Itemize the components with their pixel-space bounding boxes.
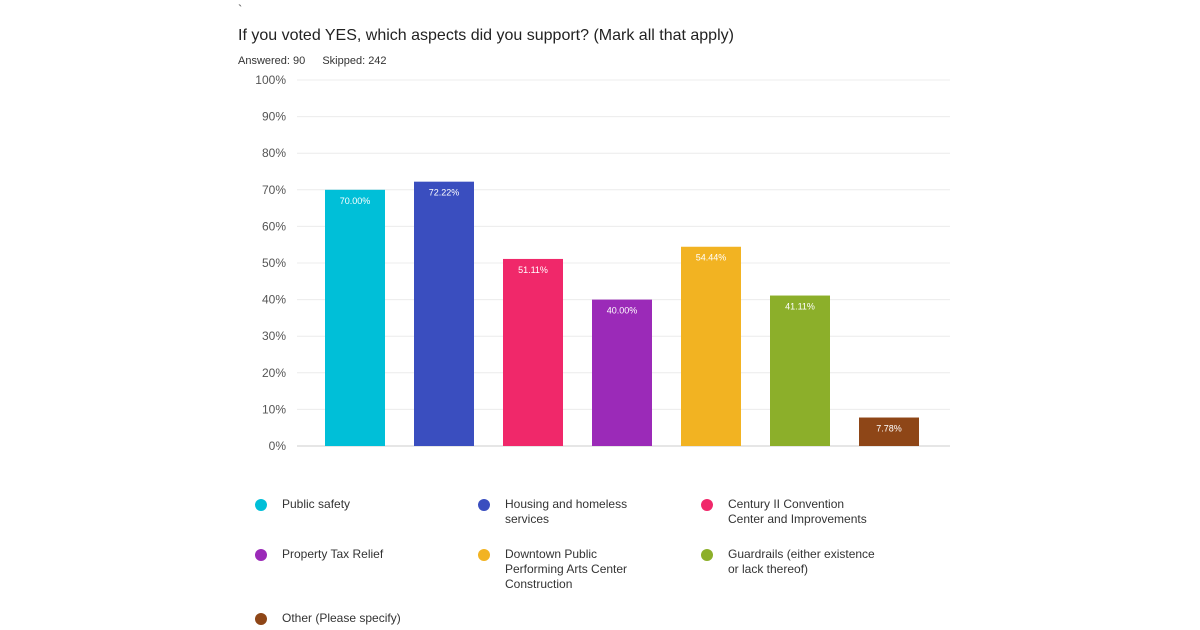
legend-item: Century II Convention Center and Improve… <box>701 497 908 527</box>
answered-count: Answered: 90 <box>238 55 306 67</box>
y-tick-label: 0% <box>269 439 287 453</box>
legend-item: Downtown Public Performing Arts Center C… <box>478 547 685 592</box>
bar-value-label: 40.00% <box>607 306 638 316</box>
legend-item: Guardrails (either existence or lack the… <box>701 547 908 577</box>
y-tick-label: 10% <box>262 402 286 416</box>
legend-swatch <box>255 613 267 625</box>
bar-value-label: 51.11% <box>518 265 548 275</box>
y-tick-label: 40% <box>262 293 286 307</box>
legend-item: Housing and homeless services <box>478 497 685 527</box>
legend-swatch <box>478 499 490 511</box>
legend-swatch <box>255 549 267 561</box>
y-tick-label: 30% <box>262 329 286 343</box>
legend-swatch <box>255 499 267 511</box>
y-tick-label: 80% <box>262 146 286 160</box>
y-tick-label: 60% <box>262 219 286 233</box>
legend-swatch <box>478 549 490 561</box>
legend-label: Housing and homeless services <box>505 497 628 526</box>
bar-value-label: 7.78% <box>876 424 902 434</box>
legend-label: Century II Convention Center and Improve… <box>728 497 867 526</box>
bar[interactable] <box>503 258 563 446</box>
bar[interactable] <box>414 181 474 446</box>
legend-item: Public safety <box>255 497 462 512</box>
question-title: If you voted YES, which aspects did you … <box>238 27 734 44</box>
legend-label: Guardrails (either existence or lack the… <box>728 547 875 576</box>
legend-swatch <box>701 549 713 561</box>
y-tick-label: 50% <box>262 256 286 270</box>
response-stats: Answered: 90 Skipped: 242 <box>238 55 401 67</box>
skipped-count: Skipped: 242 <box>322 55 387 67</box>
legend-label: Other (Please specify) <box>282 611 401 625</box>
bar-value-label: 41.11% <box>785 302 815 312</box>
bar-value-label: 70.00% <box>340 196 371 206</box>
y-tick-label: 20% <box>262 366 286 380</box>
legend-label: Property Tax Relief <box>282 547 384 561</box>
bar-chart: 0% 10% 20% 30% 40% 50% 60% 70% 80% 90% 100% 70.00% 7… <box>255 73 950 453</box>
bar-value-label: 72.22% <box>429 188 460 198</box>
bar[interactable] <box>325 189 385 447</box>
bar[interactable] <box>592 299 652 446</box>
legend-item: Other (Please specify) <box>255 611 462 626</box>
bar-value-label: 54.44% <box>696 253 727 263</box>
y-tick-label: 70% <box>262 183 286 197</box>
bar[interactable] <box>681 246 741 446</box>
legend-label: Downtown Public Performing Arts Center C… <box>505 547 628 591</box>
bar[interactable] <box>859 417 919 446</box>
legend-swatch <box>701 499 713 511</box>
bar[interactable] <box>770 295 830 446</box>
y-tick-label: 90% <box>262 110 286 124</box>
legend-label: Public safety <box>282 497 351 511</box>
legend-item: Property Tax Relief <box>255 547 462 562</box>
y-tick-label: 100% <box>255 73 286 87</box>
stray-mark: ` <box>238 2 243 17</box>
